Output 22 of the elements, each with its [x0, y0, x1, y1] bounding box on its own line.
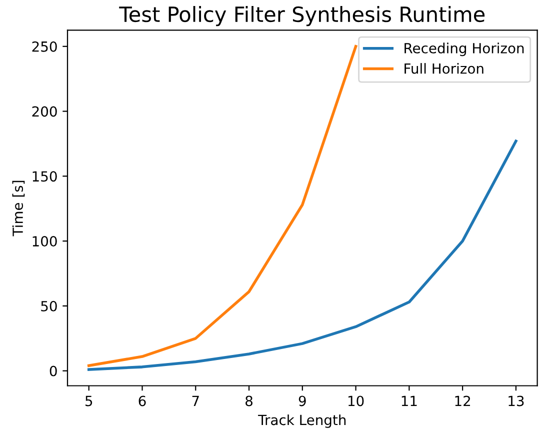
legend-label: Receding Horizon — [404, 42, 524, 56]
y-tick-label: 50 — [41, 300, 57, 312]
legend-label: Full Horizon — [404, 63, 484, 74]
y-tick-label: 200 — [32, 106, 57, 117]
y-tick-label: 100 — [32, 236, 57, 247]
x-tick-label: 8 — [246, 396, 252, 406]
x-axis-title: Track Length — [258, 414, 346, 428]
x-tick-label: 9 — [298, 396, 306, 406]
x-tick-label: 11 — [402, 396, 417, 406]
x-tick-label: 12 — [455, 396, 470, 406]
chart-title: Test Policy Filter Synthesis Runtime — [119, 6, 485, 26]
x-tick-label: 7 — [192, 396, 199, 406]
x-tick-label: 6 — [138, 396, 146, 406]
line-series — [87, 45, 358, 368]
y-tick-label: 150 — [32, 171, 57, 182]
line-series — [87, 140, 518, 371]
y-tick-label: 250 — [32, 41, 57, 52]
x-tick-label: 5 — [86, 396, 92, 406]
y-tick-label: 0 — [50, 366, 57, 376]
y-axis-title: Time [s] — [12, 180, 25, 236]
x-tick-label: 13 — [508, 396, 524, 406]
x-tick-label: 10 — [348, 396, 364, 406]
